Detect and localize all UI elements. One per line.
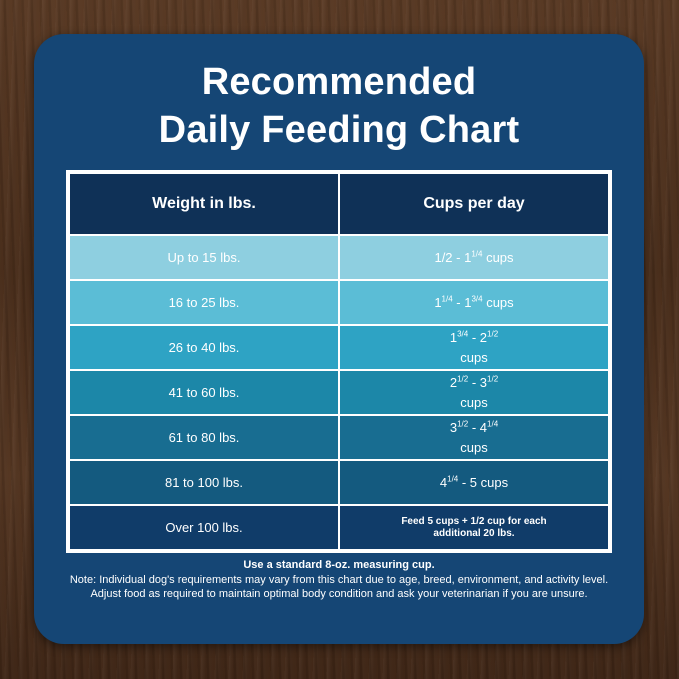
cups-cell: 31/2 - 41/4 cups bbox=[338, 414, 610, 461]
cups-cell: 41/4 - 5 cups bbox=[338, 459, 610, 506]
cups-fraction: 1/4 bbox=[487, 419, 499, 429]
table-row: Up to 15 lbs. 1/2 - 11/4 cups bbox=[68, 234, 610, 281]
table-row: Over 100 lbs. Feed 5 cups + 1/2 cup for e… bbox=[68, 504, 610, 551]
table-row: 81 to 100 lbs. 41/4 - 5 cups bbox=[68, 459, 610, 506]
cups-text: 4 bbox=[439, 474, 448, 490]
cups-text: cups bbox=[482, 294, 514, 310]
cups-fraction: 1/2 bbox=[487, 374, 499, 384]
weight-cell: Up to 15 lbs. bbox=[68, 234, 340, 281]
cups-text: cups bbox=[460, 349, 488, 365]
cups-text: cups bbox=[482, 249, 514, 265]
cups-cell: 1/2 - 11/4 cups bbox=[338, 234, 610, 281]
cups-cell: 21/2 - 31/2 cups bbox=[338, 369, 610, 416]
title-line-2: Daily Feeding Chart bbox=[158, 109, 520, 151]
header-cups: Cups per day bbox=[338, 172, 610, 236]
header-weight: Weight in lbs. bbox=[68, 172, 340, 236]
cups-cell: 13/4 - 21/2 cups bbox=[338, 324, 610, 371]
cups-text: 2 bbox=[449, 374, 458, 390]
cups-text: 1 bbox=[434, 294, 442, 310]
cups-fraction: 1/2 bbox=[487, 329, 499, 339]
title-line-1: Recommended bbox=[201, 61, 477, 103]
cups-text: 1 bbox=[449, 329, 458, 345]
weight-cell: 41 to 60 lbs. bbox=[68, 369, 340, 416]
cups-fraction: 1/2 bbox=[457, 419, 469, 429]
cups-fraction: 1/2 bbox=[457, 374, 469, 384]
weight-cell: 61 to 80 lbs. bbox=[68, 414, 340, 461]
cups-text: cups bbox=[460, 439, 488, 455]
cups-fraction: 3/4 bbox=[471, 294, 483, 304]
footer-notes: Use a standard 8-oz. measuring cup. Note… bbox=[54, 558, 624, 601]
cups-cell: 11/4 - 13/4 cups bbox=[338, 279, 610, 326]
table-row: 26 to 40 lbs. 13/4 - 21/2 cups bbox=[68, 324, 610, 371]
cups-text: 3 bbox=[449, 419, 458, 435]
cups-text: cups bbox=[460, 394, 488, 410]
cups-fraction: 1/4 bbox=[447, 474, 459, 484]
cups-text: - 1 bbox=[452, 294, 472, 310]
cups-fraction: 1/4 bbox=[441, 294, 453, 304]
feeding-chart-card: Recommended Daily Feeding Chart Weight i… bbox=[34, 34, 644, 644]
disclaimer-note: Note: Individual dog's requirements may … bbox=[69, 574, 609, 600]
feeding-table: Weight in lbs. Cups per day Up to 15 lbs… bbox=[66, 170, 612, 553]
cups-text: 1/2 - 1 bbox=[434, 249, 472, 265]
cups-text: - 4 bbox=[468, 419, 488, 435]
weight-cell: Over 100 lbs. bbox=[68, 504, 340, 551]
cups-text: - 2 bbox=[468, 329, 488, 345]
cups-text: - 3 bbox=[468, 374, 488, 390]
table-row: 61 to 80 lbs. 31/2 - 41/4 cups bbox=[68, 414, 610, 461]
table-row: 16 to 25 lbs. 11/4 - 13/4 cups bbox=[68, 279, 610, 326]
page-title: Recommended Daily Feeding Chart bbox=[34, 58, 644, 154]
weight-cell: 16 to 25 lbs. bbox=[68, 279, 340, 326]
table-row: 41 to 60 lbs. 21/2 - 31/2 cups bbox=[68, 369, 610, 416]
cups-fraction: 1/4 bbox=[471, 249, 483, 259]
measuring-cup-instruction: Use a standard 8-oz. measuring cup. bbox=[243, 559, 435, 571]
cups-cell: Feed 5 cups + 1/2 cup for each additiona… bbox=[338, 504, 610, 551]
cups-text: - 5 cups bbox=[458, 474, 509, 490]
weight-cell: 26 to 40 lbs. bbox=[68, 324, 340, 371]
weight-cell: 81 to 100 lbs. bbox=[68, 459, 340, 506]
table-header-row: Weight in lbs. Cups per day bbox=[68, 172, 610, 236]
cups-fraction: 3/4 bbox=[457, 329, 469, 339]
